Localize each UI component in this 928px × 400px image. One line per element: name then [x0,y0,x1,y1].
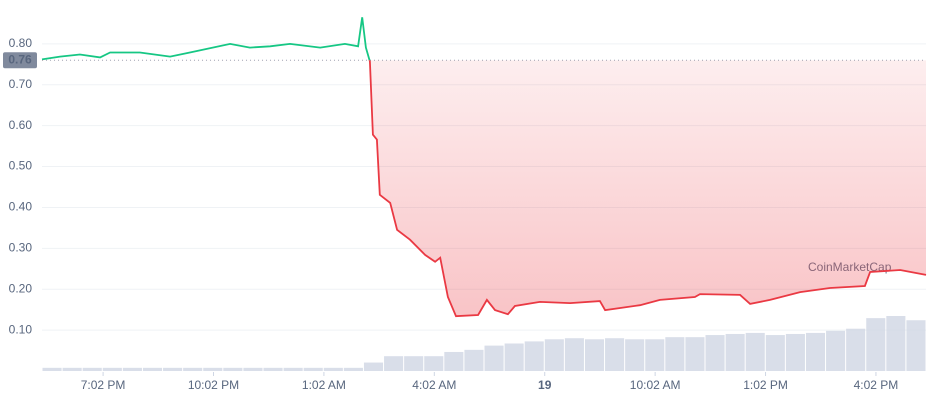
volume-bar [805,332,826,371]
y-tick-label: 0.50 [9,159,33,173]
volume-bar [826,330,846,371]
volume-bar [484,345,504,371]
volume-bar [765,335,785,371]
x-tick-label: 1:02 AM [302,378,346,392]
volume-bar [745,332,765,371]
volume-bar [846,328,866,371]
volume-bar [384,356,404,371]
y-tick-label: 0.40 [9,200,33,214]
x-tick-label: 1:02 PM [743,378,788,392]
volume-bar [725,333,745,371]
volume-bar [524,341,544,371]
volume-bar [223,367,243,371]
volume-bar [544,339,564,371]
volume-bar [283,367,303,371]
volume-bar [886,316,906,371]
volume-bar [142,367,163,371]
volume-bar [785,333,805,371]
volume-bar [203,367,223,371]
x-tick-label: 4:02 PM [854,378,899,392]
volume-bar [665,337,685,371]
price-line-up [41,17,371,61]
volume-bar [504,343,524,371]
x-tick-label: 10:02 AM [630,378,681,392]
volume-bar [82,367,102,371]
volume-bar [625,339,645,371]
volume-bar [263,367,283,371]
volume-bar [705,335,725,371]
volume-bar [444,351,464,371]
volume-bar [645,339,665,371]
volume-bar [102,367,122,371]
y-tick-label: 0.20 [9,281,33,295]
volume-bar [243,367,263,371]
y-tick-label: 0.70 [9,77,33,91]
x-tick-label: 10:02 PM [188,378,239,392]
price-line-down [42,60,927,318]
y-tick-label: 0.60 [9,118,33,132]
volume-bar [163,367,183,371]
volume-bar [584,339,605,371]
volume-bar [122,367,142,371]
x-tick-label: 4:02 AM [412,378,456,392]
volume-bar [42,367,62,371]
volume-bar [605,338,625,371]
volume-bar [424,356,444,371]
volume-bar [404,356,424,371]
volume-bar [906,320,926,371]
volume-bar [62,367,82,371]
volume-bar [363,362,384,371]
volume-bar [464,349,484,371]
volume-bar [343,367,363,371]
y-tick-label: 0.30 [9,241,33,255]
volume-bar [866,318,886,371]
reference-badge [3,52,37,69]
down-area [369,60,926,317]
y-tick-label: 0.80 [9,36,33,50]
x-tick-label: 19 [538,378,552,392]
volume-bar [183,367,203,371]
volume-bar [564,338,584,371]
y-tick-label: 0.10 [9,322,33,336]
volume-bar [323,367,343,371]
volume-bar [685,337,705,371]
reference-label: 0.76 [8,52,32,66]
x-tick-label: 7:02 PM [81,378,126,392]
volume-bar [303,367,323,371]
